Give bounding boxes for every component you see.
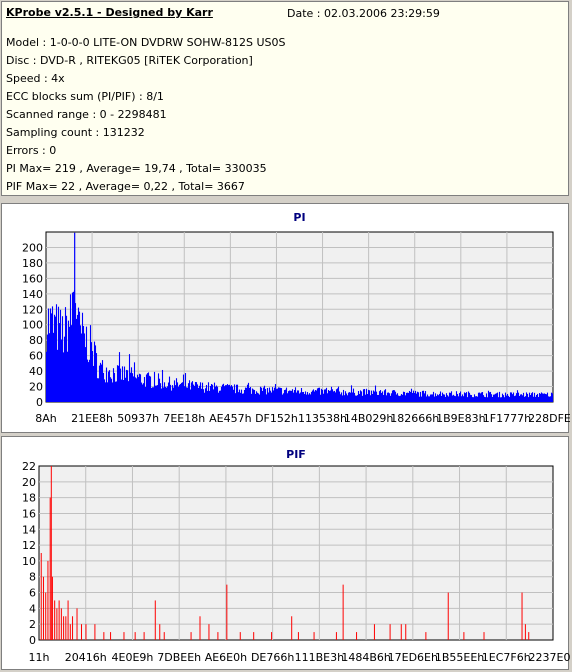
y-tick-label: 60 <box>29 350 43 363</box>
x-tick-label: 8Ah <box>35 412 57 425</box>
x-tick-label: 21EE8h <box>71 412 113 425</box>
app-title: KProbe v2.5.1 - Designed by Karr <box>6 6 213 19</box>
y-tick-label: 8 <box>29 571 36 584</box>
y-tick-label: 16 <box>22 507 36 520</box>
x-tick-label: 2237E0h <box>529 651 570 664</box>
y-tick-label: 140 <box>22 288 43 301</box>
x-tick-label: 1F1777h <box>483 412 531 425</box>
y-tick-label: 0 <box>36 396 43 409</box>
pi-chart: PI 0 20 40 60 80 100 120 140 160 180 200 8Ah 21EE8h 50… <box>22 211 570 425</box>
y-tick-label: 14 <box>22 523 36 536</box>
y-tick-label: 80 <box>29 334 43 347</box>
plot-area <box>38 465 554 641</box>
y-tick-label: 6 <box>29 587 36 600</box>
x-tick-label: 7EE18h <box>163 412 205 425</box>
y-tick-label: 12 <box>22 539 36 552</box>
y-tick-label: 2 <box>29 618 36 631</box>
x-tick-label: 17ED6Eh <box>388 651 438 664</box>
ecc-line: ECC blocks sum (PI/PIF) : 8/1 <box>6 90 164 103</box>
x-tick-label: AE6E0h <box>205 651 247 664</box>
x-tick-label: 4E0E9h <box>112 651 154 664</box>
pi-summary-line: PI Max= 219 , Average= 19,74 , Total= 33… <box>6 162 267 175</box>
x-tick-label: 1EC7F6h <box>482 651 531 664</box>
data-series <box>40 466 530 640</box>
speed-line: Speed : 4x <box>6 72 65 85</box>
x-tick-label: 228DFEh <box>528 412 570 425</box>
y-tick-label: 180 <box>22 257 43 270</box>
pif-chart-panel: PIF 0 2 4 6 8 10 12 14 16 18 20 22 11h 20416h 4E0E9h 7DB… <box>1 436 570 670</box>
x-tick-label: 20416h <box>65 651 107 664</box>
y-tick-label: 40 <box>29 365 43 378</box>
x-tick-label: DF152h <box>255 412 298 425</box>
scan-date: Date : 02.03.2006 23:29:59 <box>287 7 440 20</box>
y-tick-label: 160 <box>22 272 43 285</box>
x-tick-label: AE457h <box>209 412 251 425</box>
x-tick-label: 111BE3h <box>295 651 344 664</box>
y-tick-label: 10 <box>22 555 36 568</box>
pif-chart: PIF 0 2 4 6 8 10 12 14 16 18 20 22 11h 20416h 4E0E9h 7DB… <box>22 448 570 664</box>
y-tick-label: 0 <box>29 634 36 647</box>
x-tick-label: 1B55EEh <box>435 651 484 664</box>
y-tick-label: 4 <box>29 602 36 615</box>
x-tick-label: 14B029h <box>344 412 394 425</box>
chart-title: PI <box>293 211 305 224</box>
sampling-line: Sampling count : 131232 <box>6 126 145 139</box>
pi-chart-panel: PI 0 20 40 60 80 100 120 140 160 180 200 8Ah 21EE8h 50… <box>1 203 570 433</box>
x-tick-label: 1B9E83h <box>436 412 485 425</box>
y-tick-label: 18 <box>22 492 36 505</box>
y-tick-label: 22 <box>22 460 36 473</box>
range-line: Scanned range : 0 - 2298481 <box>6 108 167 121</box>
errors-line: Errors : 0 <box>6 144 57 157</box>
x-tick-label: 50937h <box>117 412 159 425</box>
chart-title: PIF <box>286 448 306 461</box>
disc-line: Disc : DVD-R , RITEKG05 [RiTEK Corporati… <box>6 54 253 67</box>
y-tick-label: 100 <box>22 319 43 332</box>
info-panel: KProbe v2.5.1 - Designed by Karr Date : … <box>1 1 569 196</box>
x-tick-label: 113538h <box>298 412 347 425</box>
pif-summary-line: PIF Max= 22 , Average= 0,22 , Total= 366… <box>6 180 245 193</box>
y-tick-label: 200 <box>22 241 43 254</box>
y-tick-label: 120 <box>22 303 43 316</box>
x-tick-label: 1484B6h <box>341 651 391 664</box>
y-tick-label: 20 <box>22 476 36 489</box>
model-line: Model : 1-0-0-0 LITE-ON DVDRW SOHW-812S … <box>6 36 286 49</box>
x-tick-label: 7DBEEh <box>157 651 201 664</box>
x-tick-label: 11h <box>29 651 50 664</box>
x-tick-label: 182666h <box>390 412 439 425</box>
data-series <box>45 232 554 402</box>
x-tick-label: DE766h <box>251 651 294 664</box>
y-tick-label: 20 <box>29 381 43 394</box>
